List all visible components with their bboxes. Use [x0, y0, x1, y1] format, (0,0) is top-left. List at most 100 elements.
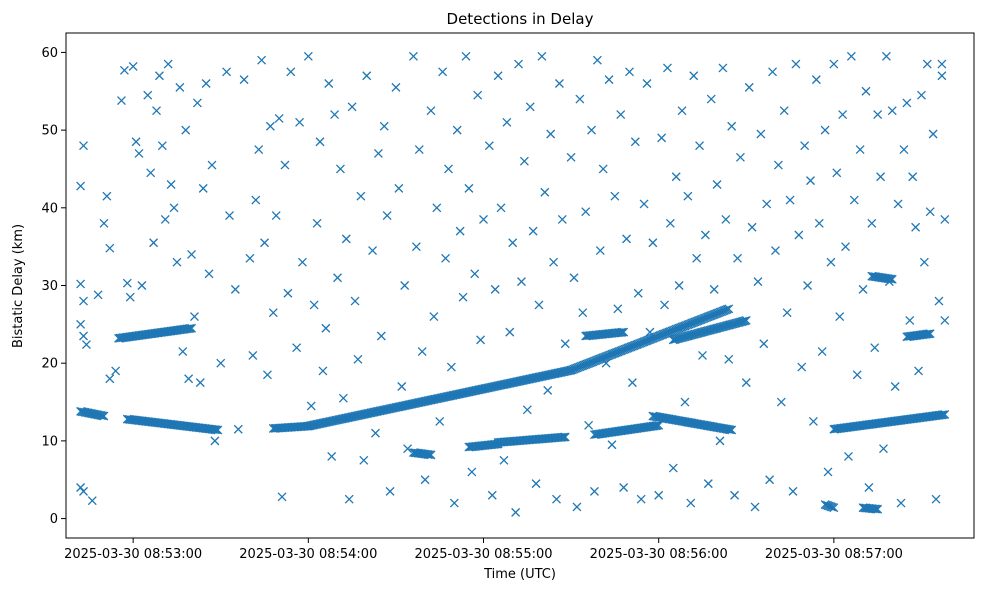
data-point-stroke — [668, 463, 678, 473]
data-point — [382, 211, 392, 221]
data-point — [467, 467, 477, 477]
data-point-stroke — [827, 502, 837, 512]
data-point-stroke — [452, 125, 462, 135]
data-point-stroke — [338, 393, 348, 403]
data-point — [817, 347, 827, 356]
data-point — [210, 436, 220, 446]
data-point-stroke — [79, 296, 88, 306]
data-point-stroke — [861, 86, 871, 96]
data-point-stroke — [855, 145, 865, 154]
data-point — [184, 374, 194, 384]
data-point — [695, 141, 705, 151]
data-point-stroke — [207, 160, 217, 170]
data-point-stroke — [422, 449, 432, 459]
data-point-stroke — [79, 331, 88, 341]
data-point — [671, 172, 681, 182]
data-point-stroke — [446, 362, 456, 372]
data-point — [198, 183, 208, 193]
data-point — [262, 370, 272, 380]
data-point — [827, 502, 837, 512]
data-point — [922, 329, 932, 339]
data-point — [569, 273, 579, 283]
data-point — [873, 110, 883, 120]
data-point-stroke — [820, 125, 830, 135]
data-point — [327, 451, 337, 461]
data-point-stroke — [651, 421, 661, 431]
data-point-stroke — [871, 504, 881, 514]
data-point-stroke — [98, 411, 107, 421]
data-point-stroke — [268, 308, 278, 318]
y-tick-label: 0 — [50, 512, 58, 527]
data-point — [808, 417, 818, 426]
data-point-stroke — [356, 191, 366, 201]
data-point — [674, 281, 684, 290]
data-point-stroke — [937, 59, 947, 69]
data-point-stroke — [940, 215, 950, 224]
data-point-stroke — [525, 102, 535, 112]
data-point — [315, 137, 325, 147]
data-point-stroke — [499, 455, 509, 465]
data-point-stroke — [607, 440, 617, 450]
data-point-stroke — [893, 199, 903, 209]
data-point-stroke — [589, 486, 599, 496]
data-point-stroke — [373, 148, 383, 158]
data-point-stroke — [315, 137, 325, 147]
chart-title: Detections in Delay — [447, 10, 594, 28]
data-point — [146, 168, 156, 178]
data-point-stroke — [727, 121, 737, 131]
data-point-stroke — [916, 90, 926, 100]
data-point-stroke — [195, 378, 205, 388]
data-point — [122, 278, 132, 288]
data-point — [347, 102, 357, 112]
data-point — [169, 203, 179, 213]
data-point — [820, 125, 830, 135]
data-point — [738, 316, 748, 326]
data-point-stroke — [95, 410, 105, 420]
data-point-stroke — [677, 106, 687, 116]
data-point-stroke — [823, 467, 833, 477]
data-point — [617, 327, 627, 337]
data-point-stroke — [517, 277, 526, 287]
data-point-stroke — [873, 110, 883, 120]
data-point-stroke — [578, 308, 588, 318]
data-point-stroke — [81, 340, 91, 350]
data-point — [185, 323, 195, 333]
data-point — [79, 331, 88, 341]
data-point-stroke — [808, 417, 818, 426]
data-point-stroke — [940, 316, 950, 325]
data-point — [502, 117, 512, 127]
data-point — [879, 444, 888, 454]
data-point — [622, 234, 632, 244]
data-point — [87, 496, 97, 506]
data-point-stroke — [633, 288, 643, 298]
data-point-stroke — [756, 129, 766, 139]
data-point-stroke — [546, 129, 556, 139]
x-tick-label: 2025-03-30 08:54:00 — [239, 547, 377, 562]
data-point-stroke — [773, 160, 783, 170]
data-point-stroke — [868, 504, 878, 514]
data-point-stroke — [382, 211, 392, 221]
data-point — [119, 65, 129, 75]
data-point-stroke — [368, 246, 378, 255]
data-point-stroke — [152, 106, 161, 116]
data-point-stroke — [417, 347, 427, 356]
data-point-stroke — [721, 215, 731, 224]
data-point-stroke — [639, 199, 649, 209]
data-point — [700, 230, 710, 240]
data-point-stroke — [617, 327, 627, 337]
data-point-stroke — [280, 160, 290, 170]
data-point-stroke — [87, 496, 97, 506]
data-point — [461, 51, 471, 61]
data-point — [517, 277, 526, 287]
data-point-stroke — [292, 343, 302, 353]
data-point — [657, 133, 667, 143]
data-point — [835, 312, 845, 322]
data-point-stroke — [817, 347, 827, 356]
data-point — [724, 304, 734, 314]
data-point — [213, 425, 223, 435]
data-point — [222, 67, 232, 77]
data-point-stroke — [359, 455, 369, 465]
data-point — [677, 106, 687, 116]
data-point-stroke — [870, 343, 880, 353]
data-point — [692, 253, 702, 263]
